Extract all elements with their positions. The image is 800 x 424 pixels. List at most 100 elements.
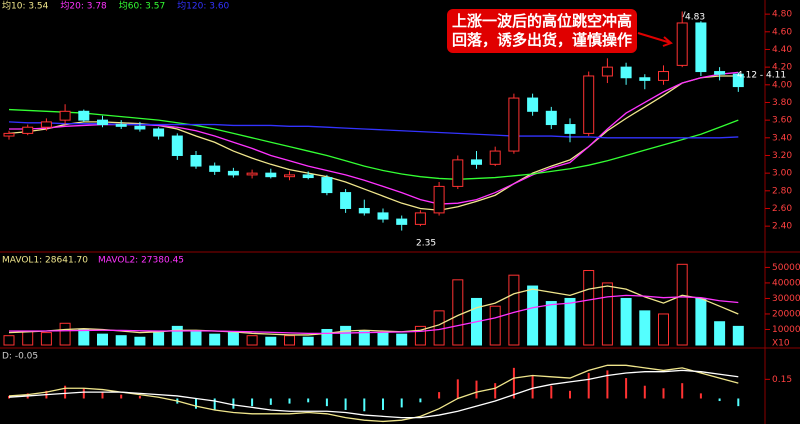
volume-bar (209, 333, 221, 346)
note-text: 回落，诱多出货，谨慎操作 (452, 31, 632, 49)
candle-body (22, 126, 34, 134)
y-tick-label: 4.00 (772, 80, 792, 90)
candle-body (3, 132, 15, 137)
volume-bar (246, 335, 258, 346)
candle-body (284, 174, 295, 178)
legend-entry: 均10: 3.54 (2, 0, 49, 12)
volume-bar (358, 330, 370, 346)
note-box (447, 9, 637, 53)
legend-entry: MAVOL2: 27380.45 (98, 256, 184, 266)
candle-body (209, 165, 221, 172)
volume-bar (134, 336, 146, 346)
y-tick-label: 10000 (772, 325, 800, 335)
candle-body (471, 159, 482, 165)
candle-body (601, 66, 613, 77)
volume-bar (564, 297, 576, 346)
macd-line (8, 369, 739, 419)
macd-bar (120, 394, 123, 399)
legend-entry: 均60: 3.57 (119, 0, 165, 12)
macd-bar (569, 390, 571, 399)
volume-bar (489, 305, 501, 346)
candle-body (452, 159, 464, 187)
volume-bar (695, 297, 707, 346)
candle-body (340, 192, 352, 209)
volume-bar (714, 321, 726, 346)
legend-entry: 均20: 3.78 (60, 0, 107, 12)
macd-bar (475, 380, 478, 399)
y-tick-label: 30000 (772, 294, 800, 304)
candle-body (265, 172, 277, 178)
macd-bar (456, 379, 459, 399)
macd-bar (213, 398, 216, 410)
volume-bar (658, 313, 669, 346)
candle-body (489, 150, 501, 165)
volume-ma-line (9, 294, 739, 335)
macd-bar (325, 398, 328, 407)
macd-bar (307, 398, 310, 403)
volume-bar (171, 325, 183, 346)
volume-bar (639, 310, 651, 346)
candle-body (302, 174, 314, 179)
macd-bar (512, 367, 515, 399)
macd-bar (251, 398, 254, 407)
macd-bar (662, 388, 665, 399)
legend-entry: 均120: 3.60 (177, 0, 229, 12)
last-label: 4.12 - 4.11 (737, 71, 786, 81)
volume-bar (190, 330, 202, 346)
y-tick-label: 3.00 (772, 169, 792, 179)
volume-bar (340, 325, 352, 346)
macd-bar (138, 395, 141, 399)
volume-ma-line (8, 285, 739, 336)
volume-bar (377, 332, 389, 346)
candle-body (171, 135, 183, 156)
y-tick-label: 50000 (772, 263, 800, 273)
candle-body (583, 75, 595, 134)
y-tick-label: 3.20 (772, 151, 792, 161)
macd-bar (344, 398, 347, 410)
macd-bar (195, 398, 197, 409)
volume-bar (396, 333, 408, 346)
indicator-label: D: -0.05 (2, 352, 38, 362)
y-tick-label: 3.60 (772, 116, 792, 126)
macd-bar (550, 385, 553, 399)
volume-bar (97, 333, 108, 346)
y-tick-label: 4.60 (772, 27, 792, 37)
volume-bar (302, 336, 314, 346)
macd-bar (288, 398, 291, 404)
macd-bar (494, 383, 497, 399)
legend-entry: MAVOL1: 28641.70 (2, 256, 88, 266)
volume-bar (508, 274, 520, 346)
macd-bar (737, 398, 740, 407)
candle-body (714, 71, 726, 75)
candle-body (396, 218, 408, 225)
candle-body (97, 119, 108, 126)
candle-body (153, 128, 165, 137)
macd-bar (232, 398, 235, 409)
volume-bar (452, 279, 464, 346)
candle-body (190, 154, 202, 167)
candle-body (620, 66, 632, 79)
candle-body (59, 110, 71, 121)
candle-body (246, 172, 258, 176)
candle-body (527, 97, 539, 112)
macd-bar (438, 392, 441, 399)
volume-bar (583, 270, 595, 346)
candle-body (414, 212, 426, 225)
candle-body (358, 207, 370, 214)
macd-bar (382, 398, 384, 410)
y-tick-label: 4.20 (772, 63, 792, 73)
macd-bar (101, 392, 104, 399)
macd-line (8, 364, 739, 423)
macd-bar (363, 398, 366, 412)
y-tick-label: 3.40 (772, 133, 792, 143)
volume-bar (3, 335, 15, 346)
candle-body (115, 124, 127, 127)
y-tick-label: 0.15 (772, 375, 792, 385)
macd-bar (643, 385, 646, 399)
candle-body (377, 212, 389, 220)
note-arrow (637, 32, 673, 47)
candle-body (433, 185, 445, 214)
volume-bar (527, 285, 539, 346)
macd-bar (531, 375, 534, 399)
